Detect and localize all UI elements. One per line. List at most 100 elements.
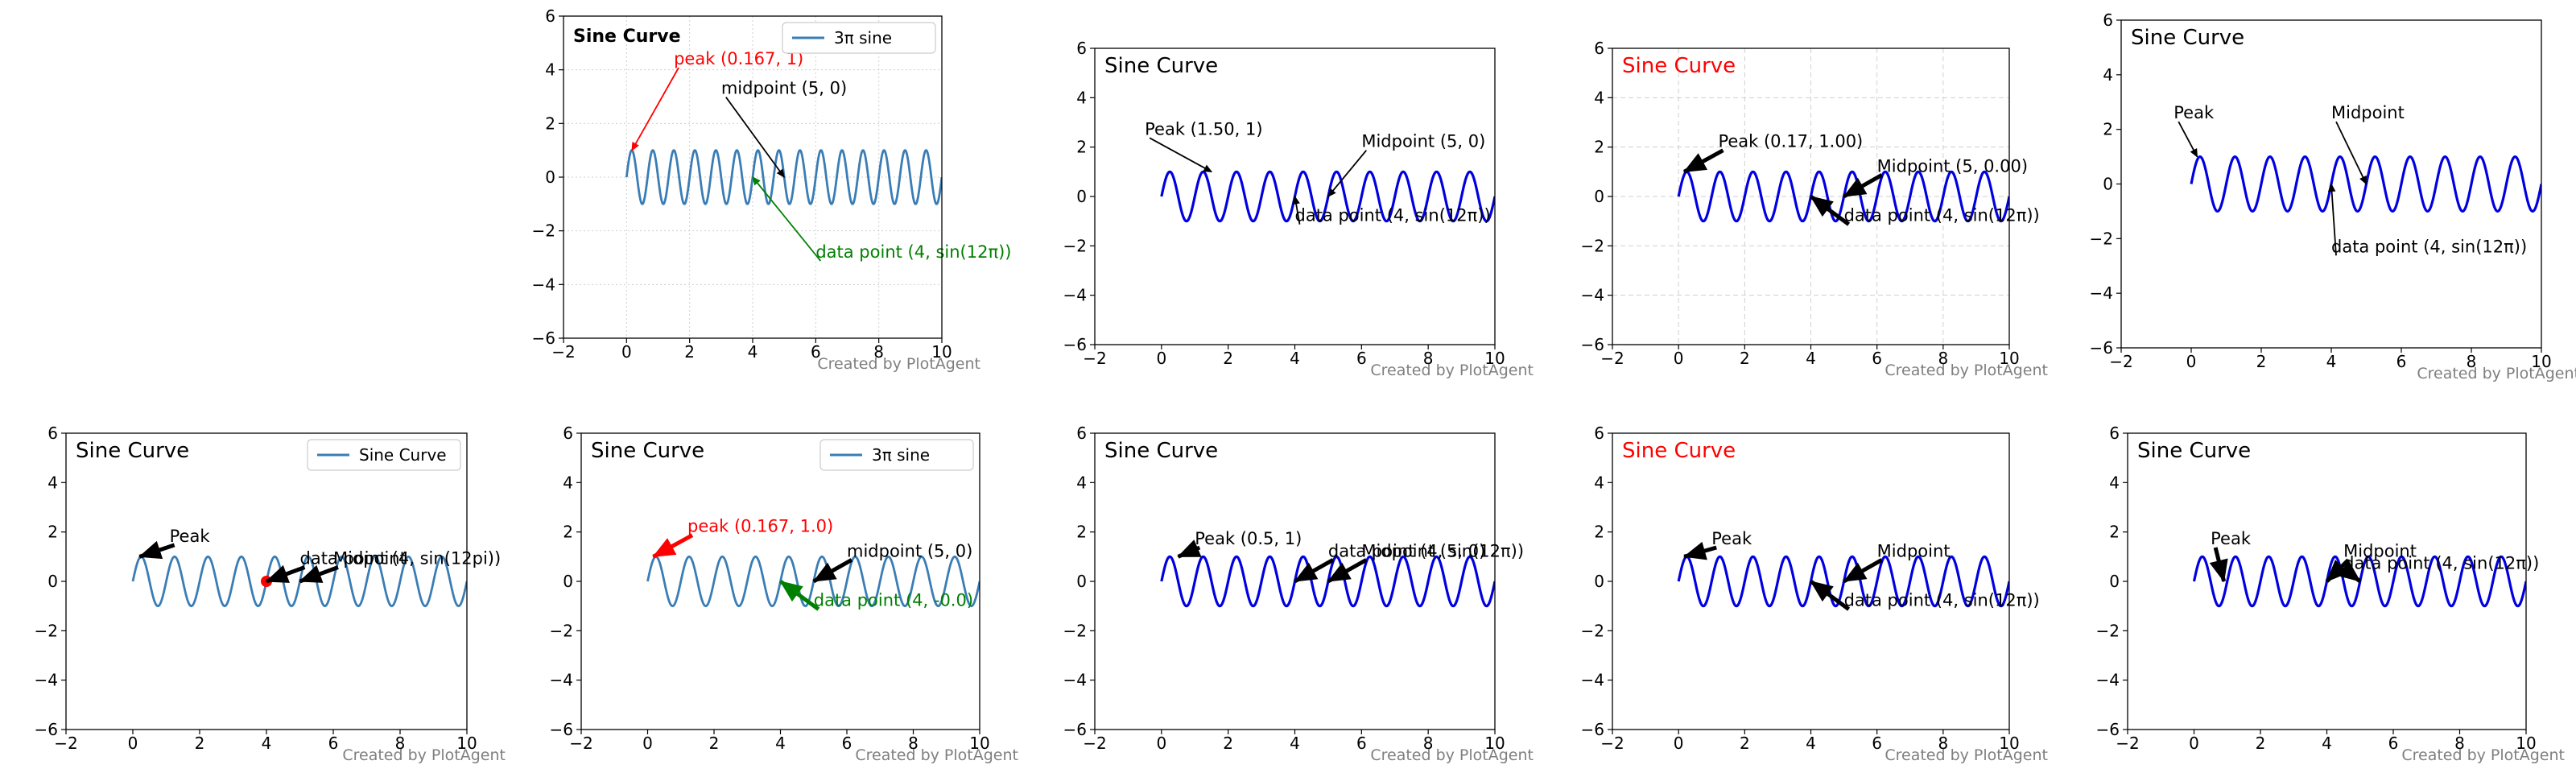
x-tick-label: 10 <box>1999 734 2019 753</box>
y-tick-label: 6 <box>1076 39 1087 58</box>
chart-panel-7: −2 0 2 4 6 8 10 −6 −4 −2 0 2 4 6 Peak (0.5, 1) data poi… <box>1063 424 1534 764</box>
annotation-label: data point (4, sin(12π)) <box>1295 206 1491 225</box>
y-tick-label: 0 <box>1076 572 1087 591</box>
annotation-arrowhead <box>2209 558 2228 583</box>
x-tick-label: 2 <box>1740 349 1750 368</box>
axes-frame <box>1612 48 2010 345</box>
y-tick-label: −2 <box>2096 621 2120 640</box>
x-tick-label: 10 <box>1484 349 1505 368</box>
y-tick-label: −2 <box>532 221 555 241</box>
y-tick-label: 6 <box>1594 39 1604 58</box>
x-tick-label: −2 <box>1083 734 1106 753</box>
annotation-label: Midpoint <box>2343 541 2417 560</box>
legend-label: Sine Curve <box>359 445 447 465</box>
x-tick-label: 0 <box>1156 734 1166 753</box>
x-tick-label: 8 <box>395 734 406 753</box>
chart-title: Sine Curve <box>1104 54 1218 78</box>
annotation-arrowhead <box>2190 147 2198 158</box>
y-tick-label: 4 <box>2109 473 2120 492</box>
y-tick-label: 0 <box>1594 572 1604 591</box>
x-tick-label: −2 <box>2109 352 2132 371</box>
annotation-arrowhead <box>1843 177 1868 197</box>
x-tick-label: 6 <box>811 342 821 362</box>
y-tick-label: −6 <box>1063 335 1087 354</box>
x-tick-label: 8 <box>2467 352 2477 371</box>
x-tick-label: 6 <box>2388 734 2399 753</box>
x-tick-label: 2 <box>1740 734 1750 753</box>
x-tick-label: 8 <box>1423 349 1434 368</box>
annotation-arrow <box>631 67 679 151</box>
annotation-label: data point (4, sin(12π)) <box>2343 554 2539 573</box>
y-tick-label: −2 <box>2090 229 2113 248</box>
y-tick-label: 6 <box>1594 424 1604 443</box>
y-tick-label: 6 <box>2109 424 2120 443</box>
y-tick-label: −4 <box>1063 671 1087 690</box>
annotation-label: Midpoint <box>1877 541 1951 560</box>
x-tick-label: 0 <box>1156 349 1166 368</box>
x-tick-label: 2 <box>195 734 205 753</box>
axes-frame <box>1612 432 2010 730</box>
legend-label: 3π sine <box>834 28 892 48</box>
annotation-arrowhead <box>1327 188 1336 197</box>
x-tick-label: 0 <box>1674 349 1684 368</box>
y-tick-label: 0 <box>1076 187 1087 206</box>
x-tick-label: 10 <box>1484 734 1505 753</box>
annotation-arrowhead <box>1327 562 1352 582</box>
y-tick-label: 6 <box>47 424 58 443</box>
x-tick-label: 6 <box>1356 734 1367 753</box>
y-tick-label: 4 <box>47 473 58 492</box>
y-tick-label: 2 <box>2109 523 2120 542</box>
annotation-label: Midpoint <box>2331 103 2405 122</box>
annotation-label: Peak (0.17, 1.00) <box>1718 132 1863 151</box>
y-tick-label: −4 <box>1581 671 1604 690</box>
chart-title: Sine Curve <box>2137 439 2251 463</box>
annotation-arrowhead <box>631 142 639 151</box>
annotation-label: data point (4, -0.0) <box>814 591 973 610</box>
x-tick-label: 4 <box>1290 734 1300 753</box>
annotation-label: Peak (0.5, 1) <box>1195 529 1302 548</box>
annotation-arrowhead <box>776 168 785 178</box>
x-tick-label: 4 <box>262 734 272 753</box>
annotation-label: data point (4, sin(12π)) <box>815 242 1011 262</box>
annotation-arrowhead <box>265 564 290 583</box>
annotation-arrowhead <box>1177 539 1202 557</box>
x-tick-label: 2 <box>1223 349 1233 368</box>
annotation-arrow <box>725 97 785 178</box>
y-tick-label: −4 <box>550 671 573 690</box>
y-tick-label: 0 <box>2103 175 2113 194</box>
x-tick-label: −2 <box>1083 349 1106 368</box>
x-tick-label: 2 <box>709 734 720 753</box>
annotation-arrowhead <box>812 562 837 582</box>
x-tick-label: 4 <box>2326 352 2337 371</box>
y-tick-label: −6 <box>2096 720 2120 739</box>
x-tick-label: 10 <box>969 734 989 753</box>
watermark-text: Created by PlotAgent <box>2401 746 2565 764</box>
y-tick-label: −2 <box>35 621 58 640</box>
annotation-arrowhead <box>1682 541 1707 560</box>
x-tick-label: 2 <box>684 342 695 362</box>
legend-label: 3π sine <box>872 445 930 465</box>
watermark-text: Created by PlotAgent <box>1370 362 1534 379</box>
annotation-label: midpoint (5, 0) <box>721 79 847 98</box>
x-tick-label: 4 <box>775 734 786 753</box>
x-tick-label: −2 <box>54 734 77 753</box>
x-tick-label: 8 <box>1423 734 1434 753</box>
x-tick-label: 8 <box>1938 349 1948 368</box>
annotation-label: peak (0.167, 1.0) <box>687 517 833 536</box>
annotation-arrowhead <box>2359 175 2368 185</box>
y-tick-label: −2 <box>1063 236 1087 255</box>
chart-title: Sine Curve <box>1104 439 1218 463</box>
chart-title: Sine Curve <box>573 27 681 47</box>
annotation-label: Midpoint <box>333 549 407 568</box>
annotation-arrow <box>1149 137 1212 173</box>
x-tick-label: 10 <box>2531 352 2551 371</box>
annotation-label: Peak <box>2174 103 2215 122</box>
chart-panel-3: −2 0 2 4 6 8 10 −6 −4 −2 0 2 4 6 Peak (0.17, 1.00) Midp… <box>1581 39 2048 379</box>
x-tick-label: 4 <box>2322 734 2332 753</box>
legend-box <box>782 22 936 54</box>
x-tick-label: 0 <box>2186 352 2197 371</box>
annotation-arrow <box>1327 150 1368 197</box>
